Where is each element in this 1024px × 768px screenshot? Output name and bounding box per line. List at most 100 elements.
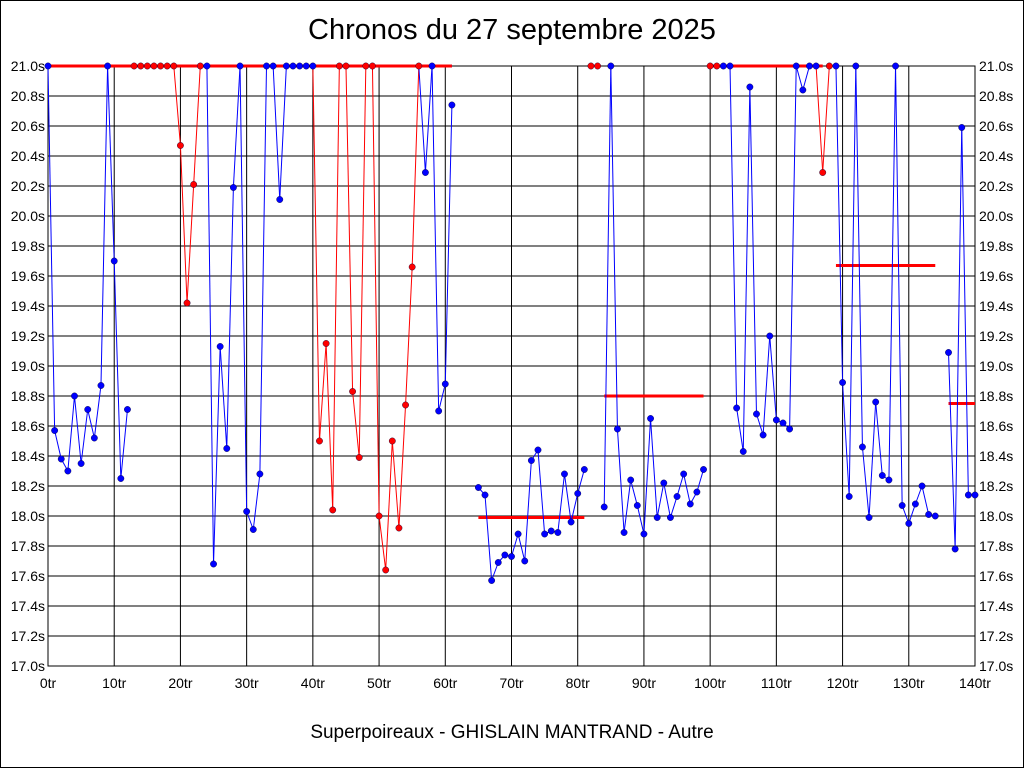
y-tick-label-right: 17.6s [979,568,1013,584]
x-tick-label: 90tr [632,675,656,691]
series-line [120,409,128,479]
series-line [186,184,195,304]
lap-point [236,62,244,70]
series-line [378,515,387,571]
y-tick-label: 19.4s [11,298,45,314]
series-line [603,65,612,508]
lap-point [852,62,860,70]
lap-point [753,410,760,418]
lap-point [402,401,409,409]
lap-point [832,62,840,70]
lap-point [859,443,866,451]
x-tick-label: 80tr [566,675,590,691]
lap-point [90,434,98,442]
lap-point [190,181,198,188]
y-tick-label: 20.2s [11,178,45,194]
lap-point [561,470,568,478]
x-tick-label: 40tr [301,675,325,691]
lap-point [256,470,264,478]
lap-point [249,526,257,533]
series-line [318,343,327,442]
lap-point [839,379,846,386]
lap-point [878,472,886,479]
series-line [385,440,393,571]
y-tick-label-right: 20.6s [979,118,1013,134]
lap-point [845,493,853,500]
lap-point [872,398,880,406]
lap-point [905,520,913,527]
series-line [961,127,969,496]
x-tick-labels: 0tr 10tr 20tr 30tr 40tr 50tr 60tr 70tr 80tr 90tr 1… [40,675,991,691]
series-line [179,145,188,304]
lap-point [733,404,741,412]
x-tick-label: 0tr [40,675,57,691]
lap-point [64,467,72,475]
series-line [729,65,738,409]
series-line [736,407,744,452]
series-line [411,65,420,268]
series-line [563,473,572,523]
lap-point [706,62,714,70]
lap-point [263,62,270,70]
series-line [272,65,281,200]
x-tick-label: 30tr [235,675,259,691]
y-tick-label-right: 20.0s [979,208,1013,224]
series-line [371,65,380,517]
lap-point [282,62,290,70]
lap-point [759,431,767,439]
series-line [511,533,519,557]
lap-point [157,62,164,70]
y-tick-labels-right: 17.0s 17.2s 17.4s 17.6s 17.8s 18.0s 18.2s 18.4s… [979,58,1013,674]
series-line [312,65,320,442]
lap-point [203,62,211,70]
lap-point [143,62,151,70]
x-tick-label: 140tr [959,675,991,691]
lap-point [355,454,363,461]
series-line [616,428,625,533]
x-tick-label: 20tr [168,675,192,691]
lap-point [309,62,317,70]
lap-point [825,62,833,70]
lap-point [514,530,522,538]
series-line [537,449,546,535]
series-line [73,395,82,464]
lap-point [196,62,204,70]
series-line [895,65,903,506]
series-line [352,391,360,458]
lap-point [739,448,747,455]
series-line [888,65,897,481]
x-tick-label: 50tr [367,675,391,691]
lap-point [547,527,555,535]
y-tick-label: 17.8s [11,538,45,554]
lap-point [667,514,674,521]
y-tick-label: 19.2s [11,328,45,344]
y-tick-label-right: 21.0s [979,58,1013,74]
lap-point [388,437,396,445]
lap-point [786,425,793,433]
series-line [325,343,334,511]
series-line [875,401,883,476]
lap-point [534,446,542,454]
lap-point [892,62,899,70]
lap-point [527,457,535,464]
series-line [173,65,181,146]
y-tick-label-right: 17.0s [979,658,1013,674]
lap-point [587,62,595,70]
series-line [259,65,268,475]
lap-point [84,406,92,413]
lap-point [779,419,787,427]
series-line [577,469,585,494]
series-line [405,266,413,406]
lap-point [448,101,456,109]
lap-point [792,62,800,70]
lap-point [415,62,423,70]
series-line [80,409,89,464]
y-tick-labels-left: 17.0s 17.2s 17.4s 17.6s 17.8s 18.0s 18.2s 18.4s… [11,58,45,674]
series-line [749,86,757,415]
lap-point [435,407,443,415]
lap-point [958,124,966,131]
series-line [861,446,870,518]
lap-point [349,388,356,395]
y-tick-label: 17.0s [11,658,45,674]
